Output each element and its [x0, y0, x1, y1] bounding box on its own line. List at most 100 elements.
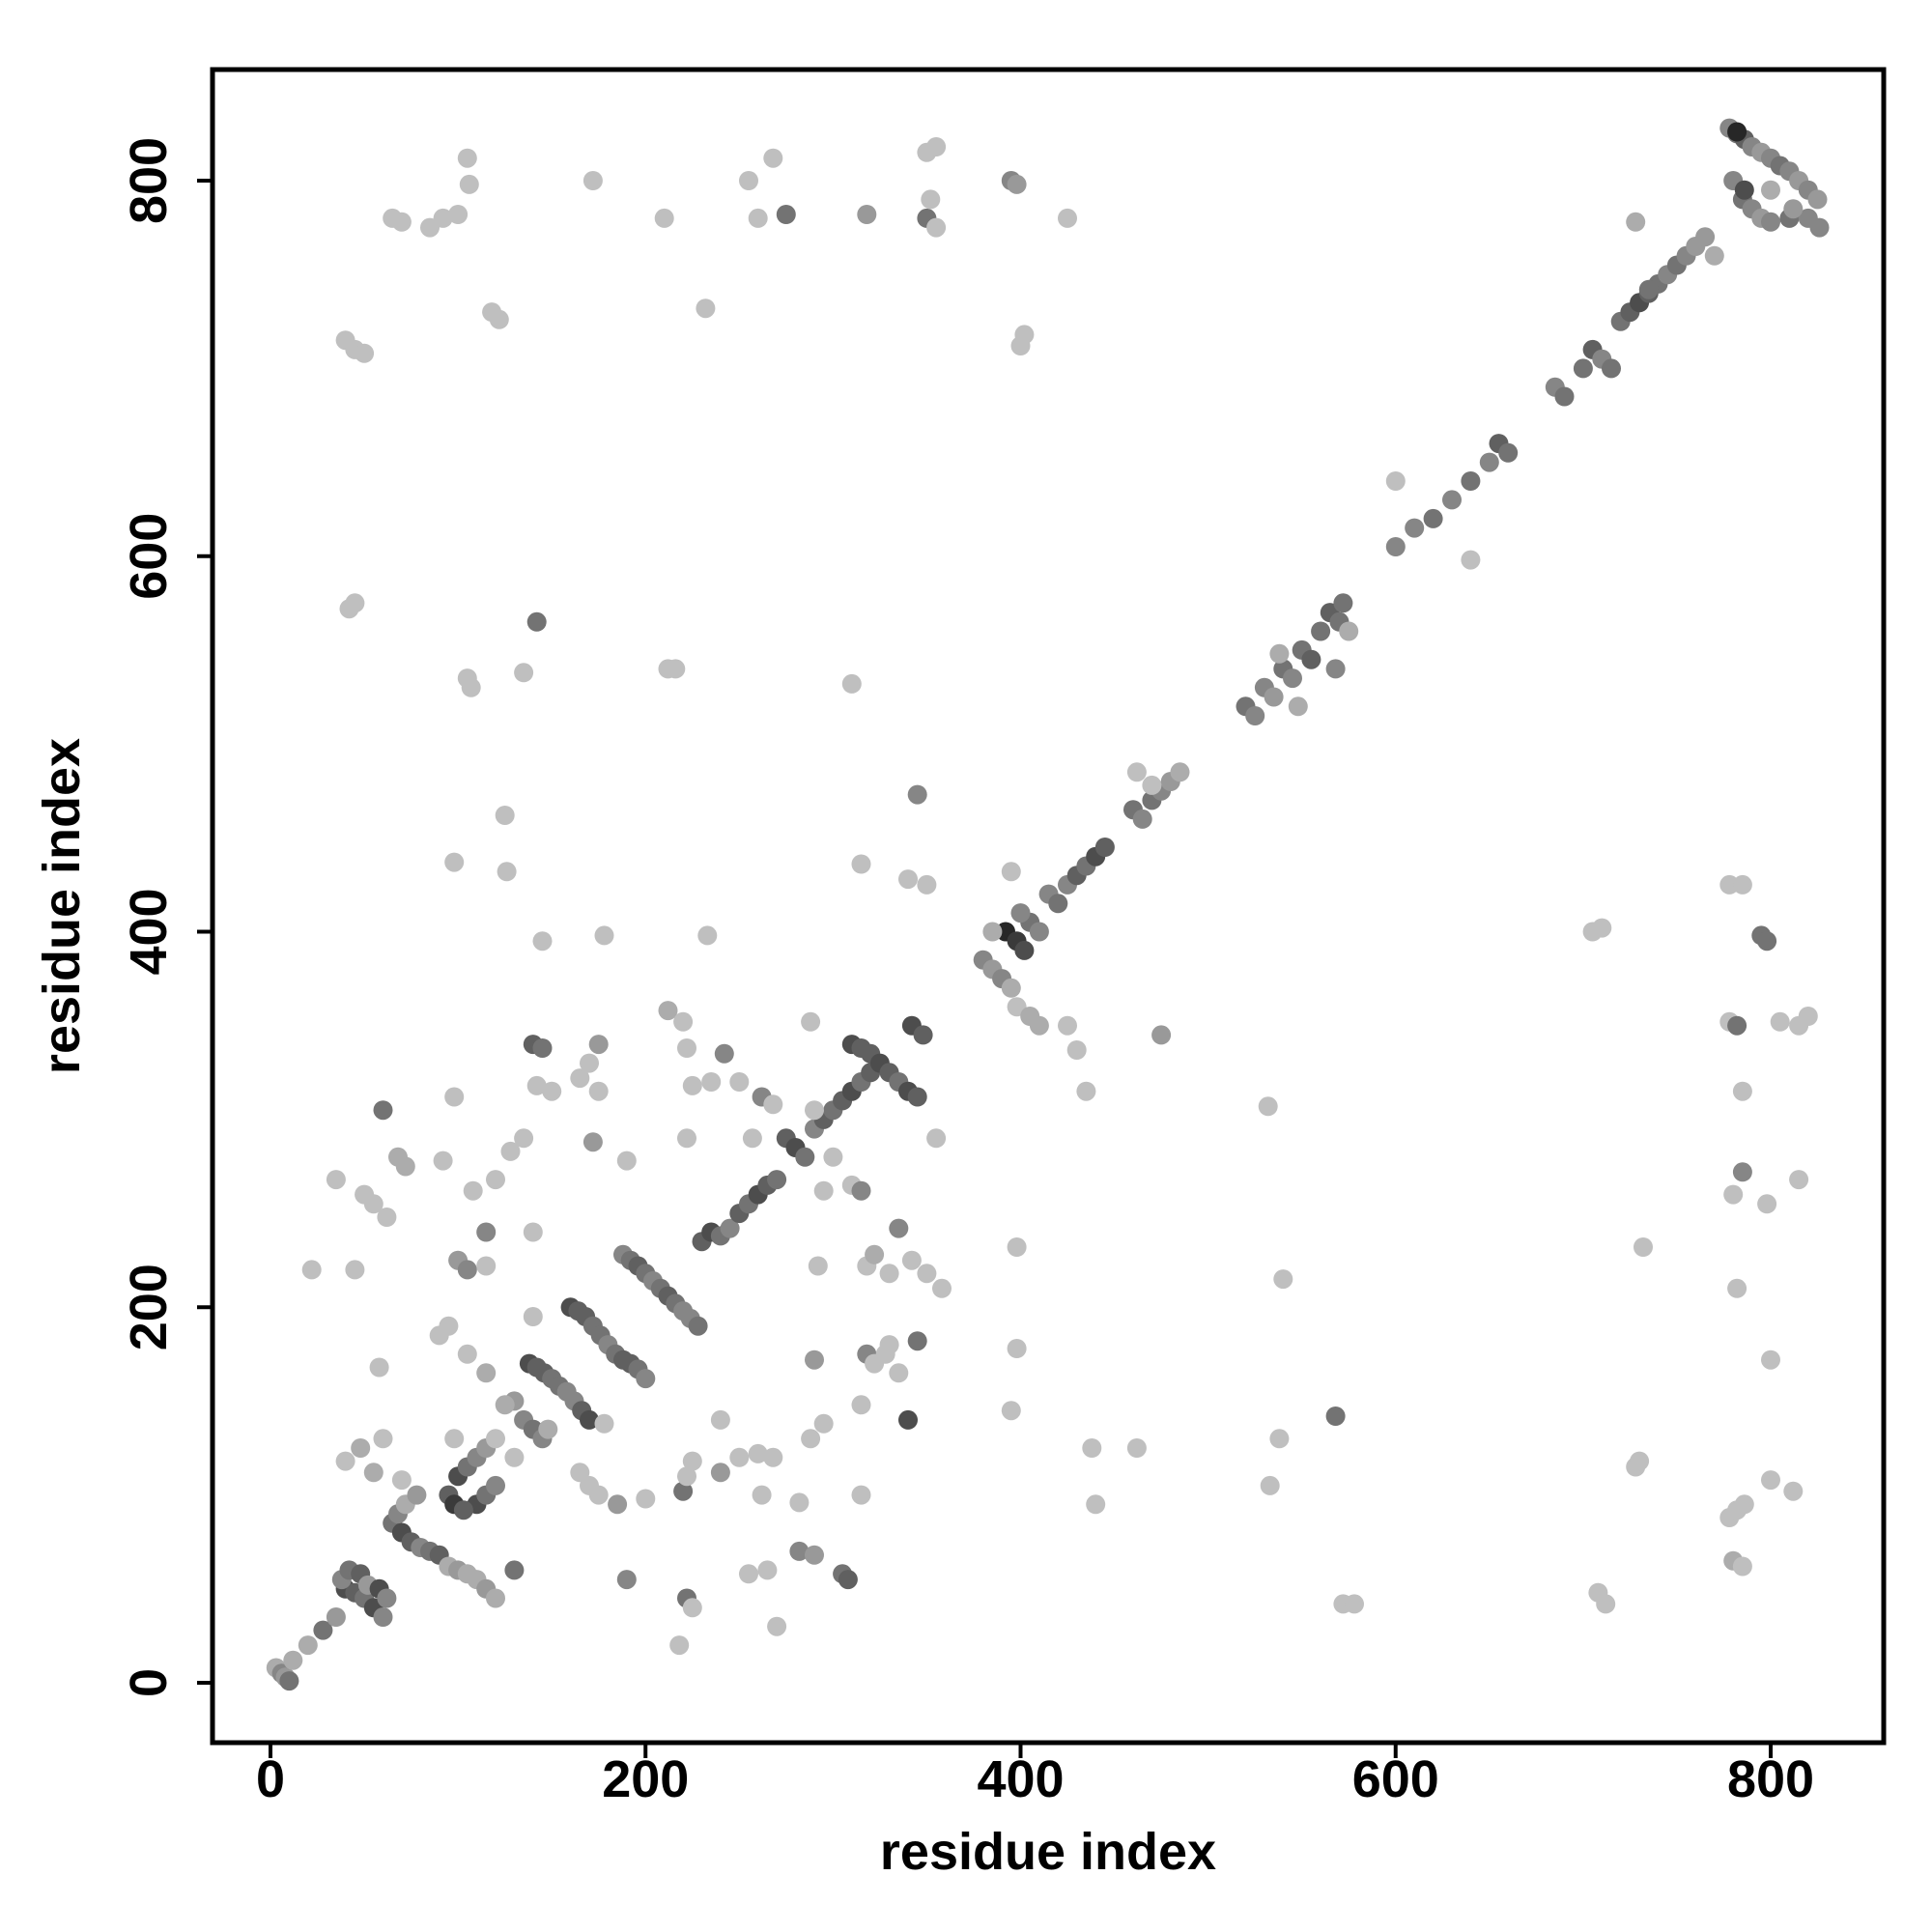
data-point: [523, 1307, 543, 1326]
y-tick-label: 0: [120, 1668, 178, 1697]
data-point: [1151, 1025, 1172, 1045]
data-point: [580, 1409, 599, 1430]
y-axis-title: residue index: [33, 738, 91, 1074]
data-point: [932, 1278, 952, 1298]
data-point: [767, 1616, 787, 1636]
data-point: [1058, 208, 1077, 228]
data-point: [1809, 217, 1830, 238]
data-point: [457, 1260, 477, 1280]
data-point: [907, 1331, 927, 1351]
data-point: [453, 1500, 473, 1520]
data-point: [582, 171, 603, 190]
data-point: [1264, 687, 1284, 707]
data-point: [448, 205, 469, 224]
data-point: [917, 1264, 937, 1284]
data-point: [636, 1369, 656, 1389]
data-point: [616, 1151, 637, 1171]
x-tick-label: 200: [602, 1750, 689, 1808]
data-point: [391, 212, 412, 232]
data-point: [1732, 1081, 1752, 1101]
data-point: [682, 1598, 702, 1618]
data-point: [433, 1151, 453, 1171]
data-point: [742, 1128, 762, 1149]
data-point: [476, 1256, 497, 1276]
data-point: [594, 925, 614, 946]
data-point: [1442, 490, 1462, 510]
data-point: [1630, 1451, 1650, 1471]
data-point: [616, 1570, 637, 1590]
data-point: [1498, 442, 1519, 463]
data-point: [1423, 508, 1443, 528]
data-point: [1461, 550, 1481, 570]
data-point: [313, 1620, 333, 1640]
data-point: [1573, 358, 1593, 379]
data-point: [335, 1451, 355, 1471]
data-point: [1626, 212, 1646, 232]
data-point: [1727, 1278, 1747, 1298]
data-point: [805, 1350, 824, 1370]
data-point: [532, 1038, 553, 1058]
x-tick-label: 0: [256, 1750, 285, 1808]
data-point: [1029, 1015, 1049, 1036]
data-point: [696, 298, 716, 319]
data-point: [1007, 1237, 1027, 1257]
data-point: [801, 1429, 821, 1449]
data-point: [1789, 1170, 1809, 1190]
data-point: [504, 1560, 525, 1580]
data-point: [1723, 1184, 1744, 1205]
x-tick-label: 600: [1352, 1750, 1439, 1808]
data-point: [1288, 696, 1308, 717]
data-point: [582, 1132, 603, 1152]
data-point: [682, 1451, 702, 1471]
data-point: [1126, 1438, 1147, 1458]
data-point: [808, 1256, 828, 1276]
data-point: [373, 1429, 393, 1449]
data-point: [714, 1043, 734, 1064]
data-point: [889, 1218, 909, 1238]
data-point: [1132, 809, 1152, 829]
data-point: [1554, 386, 1575, 407]
data-point: [907, 784, 927, 805]
data-point: [901, 1250, 922, 1270]
data-point: [789, 1492, 810, 1513]
data-point: [486, 1588, 505, 1608]
data-point: [570, 1068, 590, 1089]
data-point: [739, 171, 758, 190]
data-point: [486, 1170, 505, 1190]
y-tick-label: 200: [120, 1264, 178, 1350]
data-point: [673, 1011, 694, 1032]
data-point: [1007, 174, 1027, 194]
data-point: [1732, 1556, 1752, 1577]
data-point: [588, 1081, 609, 1101]
data-point: [1029, 922, 1049, 942]
data-point: [1405, 518, 1425, 538]
data-point: [805, 1545, 824, 1565]
data-point: [351, 1438, 371, 1458]
data-point: [1695, 227, 1716, 247]
data-point: [1048, 894, 1068, 914]
data-point: [326, 1607, 346, 1627]
data-point: [1283, 668, 1302, 689]
data-point: [813, 1180, 834, 1201]
data-point: [1086, 1494, 1106, 1515]
data-point: [355, 343, 375, 363]
data-point: [497, 862, 517, 882]
data-point: [1301, 649, 1321, 669]
data-point: [526, 1075, 547, 1095]
data-point: [1345, 1594, 1364, 1614]
data-point: [459, 174, 479, 194]
data-point: [1001, 1401, 1021, 1421]
data-point: [889, 1363, 909, 1383]
data-point: [345, 1260, 365, 1280]
data-point: [1325, 1406, 1346, 1426]
data-point: [729, 1447, 750, 1467]
data-point: [841, 673, 862, 694]
x-axis-title: residue index: [880, 1823, 1216, 1881]
data-point: [865, 1244, 885, 1264]
data-point: [1311, 621, 1331, 641]
data-point: [1727, 1015, 1747, 1036]
data-point: [1014, 325, 1035, 345]
data-point: [1783, 199, 1804, 219]
data-point: [1807, 189, 1828, 210]
x-axis: 0 200 400 600 800: [256, 1743, 1814, 1808]
